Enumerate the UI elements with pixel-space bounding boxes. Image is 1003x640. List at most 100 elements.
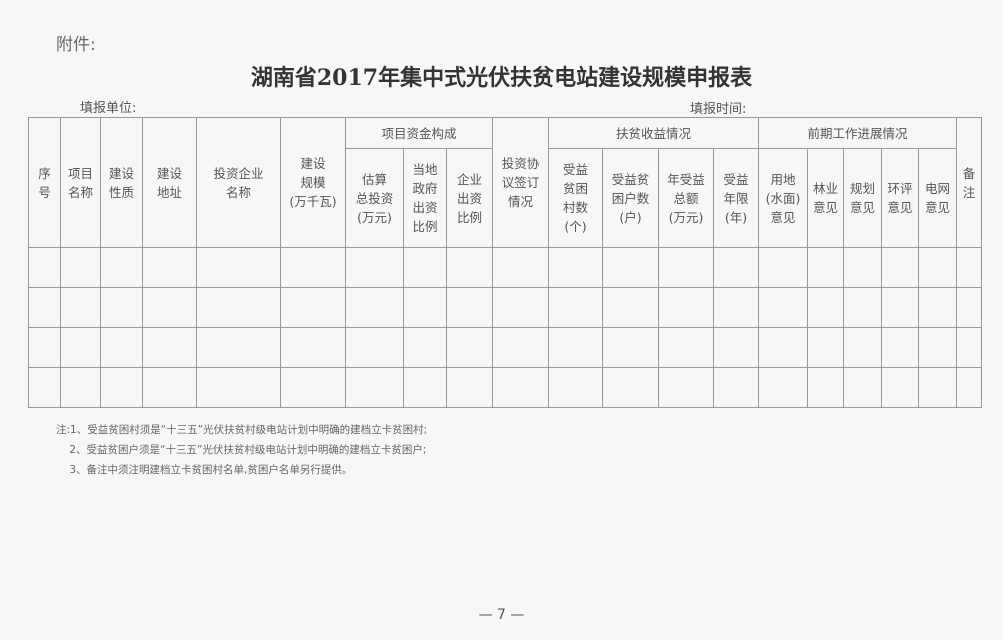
table-cell [843, 327, 882, 368]
table-cell [658, 287, 714, 328]
table-cell [918, 287, 957, 328]
table-cell [881, 247, 919, 288]
table-cell [807, 247, 844, 288]
table-cell [843, 247, 882, 288]
table-cell [956, 287, 982, 328]
table-cell [142, 287, 197, 328]
subcolumn-header: 用地 (水面) 意见 [758, 148, 808, 248]
table-cell [658, 247, 714, 288]
table-cell [100, 287, 143, 328]
table-cell [881, 287, 919, 328]
table-cell [918, 247, 957, 288]
note-3: 3、备注中须注明建档立卡贫困村名单,贫困户名单另行提供。 [56, 464, 353, 476]
fill-time-label: 填报时间: [690, 102, 747, 117]
column-header: 建设 地址 [142, 117, 197, 248]
table-cell [492, 287, 549, 328]
table-cell [758, 247, 808, 288]
table-cell [60, 287, 101, 328]
table-cell [28, 287, 61, 328]
column-header: 投资企业 名称 [196, 117, 281, 248]
header-row: 序 号项目 名称 建设 性质 建设 地址 投资企业 名称 建设 规模 (万千瓦) 项目资金… [28, 117, 982, 248]
table-cell [807, 367, 844, 408]
table-cell [100, 247, 143, 288]
table-cell [280, 367, 346, 408]
table-cell [602, 247, 659, 288]
table-cell [28, 367, 61, 408]
table-cell [446, 247, 493, 288]
report-table: 序 号项目 名称 建设 性质 建设 地址 投资企业 名称 建设 规模 (万千瓦) 项目资金… [28, 117, 982, 408]
notes: 注:1、受益贫困村须是“十三五”光伏扶贫村级电站计划中明确的建档立卡贫困村; 2… [56, 420, 427, 480]
table-row [28, 327, 982, 368]
table-cell [446, 287, 493, 328]
table-cell [843, 287, 882, 328]
table-cell [403, 367, 447, 408]
table-cell [446, 367, 493, 408]
table-cell [280, 287, 346, 328]
table-cell [142, 367, 197, 408]
table-cell [142, 327, 197, 368]
table-cell [492, 367, 549, 408]
table-cell [196, 287, 281, 328]
table-cell [918, 327, 957, 368]
subcolumn-header: 电网 意见 [918, 148, 957, 248]
subcolumn-header: 规划 意见 [843, 148, 882, 248]
table-cell [345, 287, 404, 328]
column-header: 建设 规模 (万千瓦) [280, 117, 346, 248]
column-header: 建设 性质 [100, 117, 143, 248]
table-cell [758, 327, 808, 368]
subcolumn-header: 受益 年限 (年) [713, 148, 759, 248]
table-cell [492, 327, 549, 368]
table-cell [345, 247, 404, 288]
table-cell [403, 327, 447, 368]
table-cell [713, 367, 759, 408]
table-cell [602, 287, 659, 328]
subcolumn-header: 受益 贫困 村数 (个) [548, 148, 603, 248]
table-cell [403, 247, 447, 288]
table-row [28, 247, 982, 288]
table-row [28, 287, 982, 328]
table-cell [713, 287, 759, 328]
subcolumn-header: 受益贫 困户数 (户) [602, 148, 659, 248]
table-cell [100, 327, 143, 368]
column-header: 前期工作进展情况 [758, 117, 957, 149]
table-cell [918, 367, 957, 408]
subheader-row: 估算 总投资 (万元) 当地 政府 出资 比例 企业 出资 比例 受益 贫困 村数 (… [29, 148, 982, 248]
subcolumn-header: 林业 意见 [807, 148, 844, 248]
table-cell [548, 287, 603, 328]
table-cell [713, 327, 759, 368]
table-cell [60, 247, 101, 288]
table-cell [956, 367, 982, 408]
table-cell [196, 327, 281, 368]
note-1: 注:1、受益贫困村须是“十三五”光伏扶贫村级电站计划中明确的建档立卡贫困村; [56, 424, 428, 436]
table-cell [548, 247, 603, 288]
table-cell [807, 287, 844, 328]
subcolumn-header: 估算 总投资 (万元) [345, 148, 404, 248]
table-cell [758, 287, 808, 328]
table-cell [956, 247, 982, 288]
table-cell [548, 367, 603, 408]
table-cell [60, 367, 101, 408]
table-cell [881, 367, 919, 408]
document-title: 湖南省2017年集中式光伏扶贫电站建设规模申报表 [250, 65, 753, 91]
note-2: 2、受益贫困户须是“十三五”光伏扶贫村级电站计划中明确的建档立卡贫困户; [56, 444, 427, 456]
subcolumn-header: 环评 意见 [881, 148, 919, 248]
column-header: 项目 名称 [60, 117, 101, 248]
table-cell [28, 247, 61, 288]
table-cell [758, 367, 808, 408]
table-cell [548, 327, 603, 368]
table-cell [602, 367, 659, 408]
table-cell [446, 327, 493, 368]
subcolumn-header: 企业 出资 比例 [446, 148, 493, 248]
table-cell [713, 247, 759, 288]
table-cell [280, 327, 346, 368]
fill-unit-label: 填报单位: [80, 101, 137, 116]
table-cell [142, 247, 197, 288]
table-cell [843, 367, 882, 408]
column-header: 项目资金构成 [345, 117, 493, 149]
table-cell [345, 327, 404, 368]
column-header: 投资协 议签订 情况 [492, 117, 549, 248]
table-cell [403, 287, 447, 328]
attachment-label: 附件: [56, 35, 96, 55]
table-cell [807, 327, 844, 368]
subcolumn-header: 年受益 总额 (万元) [658, 148, 714, 248]
